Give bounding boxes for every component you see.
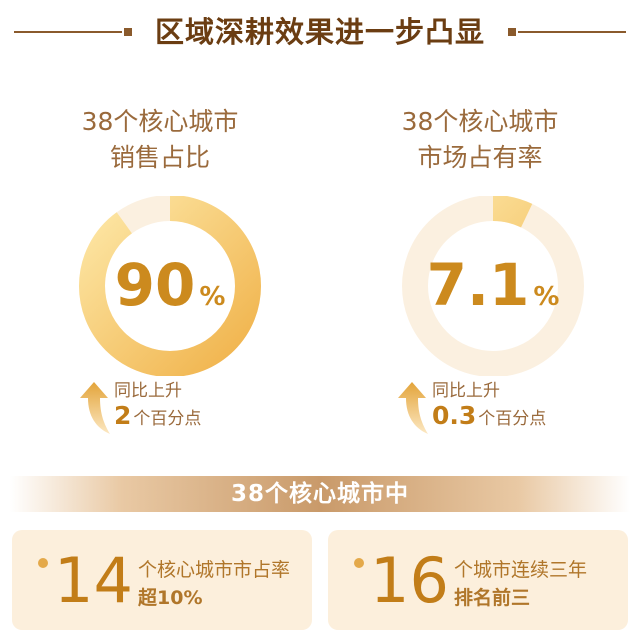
value-number: 7.1 xyxy=(426,251,530,319)
value-unit: % xyxy=(533,282,560,312)
title-divider-left xyxy=(14,31,122,33)
delta-unit: 个百分点 xyxy=(133,409,202,429)
delta-number: 0.3 xyxy=(432,401,477,430)
stat-line2: 超10% xyxy=(138,587,203,609)
stat-number: 14 xyxy=(54,544,133,617)
metric-label-line2: 市场占有率 xyxy=(417,143,543,172)
metric-label-line1: 38个核心城市 xyxy=(401,107,559,136)
delta-label: 同比上升 xyxy=(114,381,182,401)
section-header: 38个核心城市中 xyxy=(10,476,630,512)
header: 区域深耕效果进一步凸显 xyxy=(0,14,640,50)
delta-value: 0.3 个百分点 xyxy=(432,402,546,433)
delta-label: 同比上升 xyxy=(432,381,500,401)
stat-number: 16 xyxy=(370,544,449,617)
metric-sales-share: 38个核心城市 销售占比 xyxy=(0,104,320,176)
sales-share-value: 90% xyxy=(70,255,270,327)
market-share-ring xyxy=(402,196,584,376)
title-ornament-right xyxy=(508,28,516,36)
title-ornament-left xyxy=(124,28,132,36)
stat-card-top-three: 16 个城市连续三年 排名前三 xyxy=(328,530,628,630)
stat-line2: 排名前三 xyxy=(454,587,531,609)
bullet-dot-icon xyxy=(38,558,48,568)
stat-card-market-share: 14 个核心城市市占率 超10% xyxy=(12,530,312,630)
market-share-value: 7.1% xyxy=(393,255,593,327)
metric-market-share: 38个核心城市 市场占有率 xyxy=(320,104,640,176)
page-title: 区域深耕效果进一步凸显 xyxy=(154,15,485,49)
stat-line1: 个城市连续三年 xyxy=(454,559,588,581)
ring-fill xyxy=(79,196,261,376)
title-divider-right xyxy=(518,31,626,33)
delta-number: 2 xyxy=(114,401,132,430)
value-number: 90 xyxy=(114,251,196,319)
arrow-up-curve-icon xyxy=(80,382,110,434)
sales-share-ring xyxy=(79,196,261,376)
bullet-dot-icon xyxy=(354,558,364,568)
value-unit: % xyxy=(199,282,226,312)
delta-unit: 个百分点 xyxy=(478,409,547,429)
arrow-up-curve-icon xyxy=(398,382,428,434)
sales-share-delta: 同比上升 2 个百分点 xyxy=(76,380,201,440)
section-title: 38个核心城市中 xyxy=(230,481,409,507)
ring-fill xyxy=(402,196,584,376)
stat-line1: 个核心城市市占率 xyxy=(138,559,291,581)
market-share-delta: 同比上升 0.3 个百分点 xyxy=(394,380,546,440)
delta-value: 2 个百分点 xyxy=(114,402,201,433)
metric-label-line1: 38个核心城市 xyxy=(81,107,239,136)
metric-label-line2: 销售占比 xyxy=(109,143,210,172)
